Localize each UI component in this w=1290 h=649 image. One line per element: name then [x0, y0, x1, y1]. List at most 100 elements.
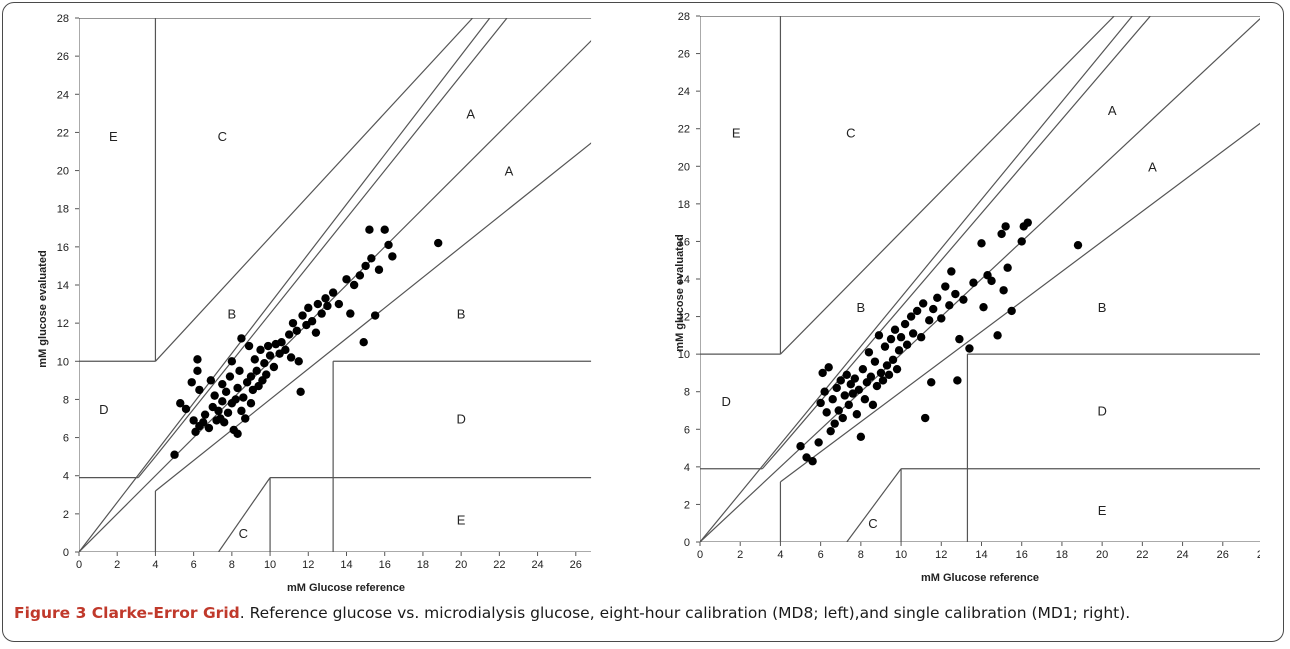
data-point [808, 457, 817, 466]
zone-boundary-line [155, 142, 592, 492]
data-point [842, 370, 851, 380]
x-tick-label: 24 [1176, 549, 1188, 561]
y-tick-label: 4 [684, 462, 690, 474]
x-tick-label: 26 [570, 559, 582, 571]
y-tick-label: 16 [678, 236, 690, 248]
data-point [200, 410, 210, 419]
data-point [218, 397, 227, 406]
data-point [959, 295, 968, 304]
data-point [269, 362, 279, 372]
data-point [814, 438, 823, 447]
zone-boundary-line [780, 122, 1260, 483]
data-point [874, 331, 884, 340]
data-point [860, 395, 870, 404]
clarke-grid-left-chart: mM glucose evaluated mM Glucose referenc… [37, 13, 592, 594]
x-tick-label: 4 [777, 549, 783, 561]
data-point [349, 280, 359, 290]
data-point [218, 379, 227, 389]
x-tick-label: 10 [895, 549, 907, 561]
y-tick-label: 22 [678, 124, 690, 136]
data-point [370, 311, 380, 320]
clarke-grid-right-chart: mM glucose evaluated mM Glucose referenc… [674, 11, 1260, 584]
data-point [256, 345, 265, 355]
data-point [262, 370, 271, 379]
data-point [866, 372, 876, 381]
data-point [912, 306, 922, 316]
data-point [237, 334, 246, 343]
region-label-e: E [109, 129, 118, 144]
y-tick-label: 28 [678, 11, 690, 23]
zone-boundary-line [780, 16, 1115, 355]
data-point [260, 358, 269, 368]
zone-boundary-line [779, 16, 1151, 449]
x-tick-label: 8 [229, 559, 235, 571]
data-point [311, 328, 321, 337]
data-point [937, 314, 946, 323]
data-point [848, 389, 858, 398]
y-tick-label: 6 [684, 424, 690, 436]
x-tick-label: 12 [302, 559, 314, 571]
data-point [286, 353, 296, 362]
data-point [880, 342, 890, 351]
zone-boundary-line [761, 447, 781, 470]
x-axis-label: mM Glucose reference [287, 582, 405, 594]
data-point [870, 357, 880, 366]
x-tick-label: 0 [697, 549, 703, 561]
y-tick-label: 24 [678, 86, 690, 98]
y-axis-label: mM glucose evaluated [37, 250, 49, 367]
zone-boundary-line [154, 18, 508, 458]
data-point [198, 418, 208, 427]
data-point [367, 254, 376, 263]
data-point [334, 299, 344, 309]
region-label-c: C [218, 129, 227, 144]
data-point [872, 381, 882, 391]
data-point [235, 366, 244, 376]
data-point [999, 286, 1008, 295]
data-point [1023, 218, 1032, 227]
data-point [997, 229, 1006, 239]
data-point [902, 340, 912, 349]
y-tick-label: 6 [63, 433, 69, 445]
data-point [355, 271, 365, 280]
data-point [878, 376, 888, 385]
data-point [864, 348, 874, 357]
data-point [892, 364, 902, 374]
data-point [965, 344, 974, 353]
data-point [204, 423, 214, 433]
y-tick-label: 8 [684, 387, 690, 399]
data-point [223, 408, 233, 417]
x-tick-label: 16 [1016, 549, 1028, 561]
data-point [346, 309, 355, 318]
data-point [876, 368, 886, 378]
data-point [221, 387, 231, 396]
data-point [277, 338, 286, 347]
data-point [822, 408, 831, 417]
data-point [220, 418, 229, 427]
data-point [317, 309, 326, 318]
data-point [342, 275, 351, 284]
x-tick-label: 14 [975, 549, 987, 561]
y-tick-label: 26 [678, 49, 690, 61]
data-point [850, 374, 860, 383]
data-point [832, 383, 841, 393]
x-tick-label: 24 [531, 559, 543, 571]
data-point [176, 399, 185, 408]
data-point [977, 239, 986, 248]
data-point [321, 294, 330, 303]
data-point [824, 363, 833, 372]
region-label-d: D [1097, 404, 1106, 419]
data-point [233, 383, 242, 393]
x-tick-label: 26 [1217, 549, 1229, 561]
axis-ticks: 0 2 4 6 8 10 12 14 16 18 20 22 24 2602468101214161820… [57, 13, 582, 571]
y-tick-label: 2 [684, 499, 690, 511]
data-point [916, 333, 926, 342]
data-point [1001, 222, 1010, 231]
y-tick-label: 18 [678, 199, 690, 211]
data-point [374, 265, 384, 274]
data-point [838, 413, 847, 423]
region-label-e: E [457, 513, 466, 528]
data-point [292, 326, 302, 335]
data-point [244, 341, 254, 351]
data-point [969, 278, 978, 287]
data-point [380, 225, 389, 234]
